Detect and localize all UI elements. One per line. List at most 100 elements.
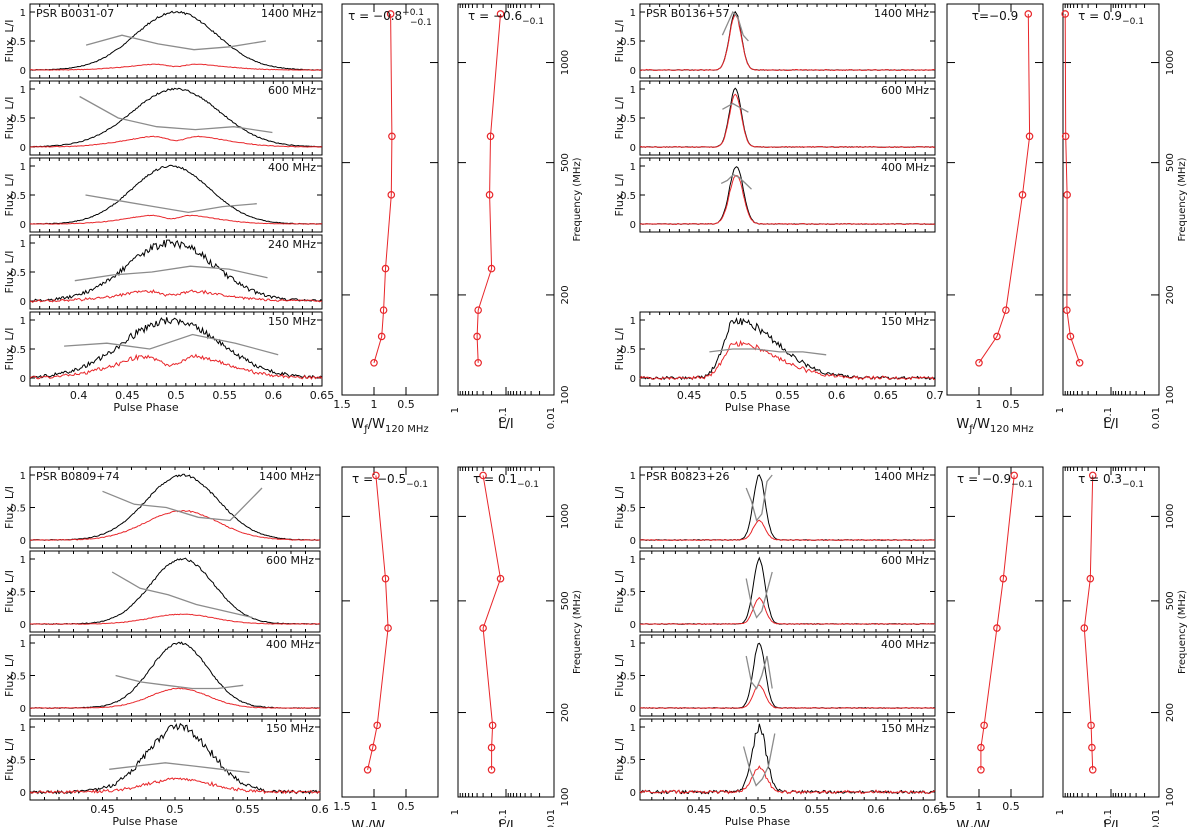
x-tick-label: 0.6 (311, 803, 329, 816)
x-tick-label: 0.5 (730, 389, 748, 402)
profile-panel: 0 0.5 1 Flux, L/I 400 MHz (3, 634, 321, 717)
y-tick-label: 1 (20, 723, 26, 734)
x-tick-label: 1.5 (333, 398, 351, 411)
x-tick-label: 0.01 (1151, 407, 1162, 429)
data-point (1063, 191, 1071, 199)
pa-curve (102, 487, 263, 522)
linear-polarization-line (639, 765, 936, 795)
x-tick-label: 0.1 (498, 407, 509, 423)
frequency-label: 600 MHz (881, 554, 929, 567)
panel-frame (457, 466, 555, 798)
x-tick-label: 0.1 (1103, 407, 1114, 423)
freq-tick-label: 500 (1165, 591, 1176, 610)
y-tick-label: 1 (630, 471, 636, 482)
x-axis-label: Wƒ/W120 MHz (956, 417, 1033, 435)
pa-curve (109, 762, 250, 774)
x-tick-label: 1 (976, 800, 983, 813)
y-axis-label: Flux, L/I (3, 486, 16, 529)
freq-tick-label: 1000 (560, 504, 571, 529)
frequency-label: 600 MHz (881, 84, 929, 97)
y-tick-label: 1 (20, 162, 26, 173)
x-tick-label: 0.55 (805, 803, 830, 816)
y-axis-label: Flux, L/I (3, 20, 16, 63)
data-point (980, 721, 988, 730)
profile-panel: 0 0.5 1 Flux, L/I 600 MHz (613, 550, 936, 633)
data-point (377, 332, 386, 341)
data-point (485, 191, 494, 199)
y-tick-label: 0.5 (620, 37, 636, 48)
total-intensity-line (29, 10, 323, 71)
y-tick-label: 0.5 (10, 588, 26, 599)
trend-line (1083, 475, 1094, 770)
tau-label: τ = −0.8+0.1 −0.1 (348, 8, 432, 28)
linear-polarization-line (29, 687, 320, 709)
y-tick-label: 1 (630, 555, 636, 566)
frequency-label: 150 MHz (881, 722, 929, 735)
profile-panel: 0 0.5 1 Flux, L/I 400 MHz (3, 157, 323, 233)
y-axis-label: Flux, L/I (3, 654, 16, 697)
x-tick-label: 1 (1055, 809, 1066, 815)
data-point (977, 743, 985, 752)
profile-panel: 0 0.5 1 Flux, L/I 240 MHz (3, 234, 323, 310)
freq-tick-label: 100 (560, 787, 571, 806)
pa-curve (709, 348, 827, 356)
profile-panel: 0 0.5 1 Flux, L/I 400 MHz (613, 634, 936, 717)
pa-curve (85, 194, 257, 214)
frequency-label: 600 MHz (266, 554, 314, 567)
y-tick-label: 1 (20, 8, 26, 19)
y-axis-label: Flux, L/I (613, 174, 626, 217)
x-tick-label: 0.45 (687, 803, 712, 816)
total-intensity-line (29, 641, 321, 709)
x-axis-label: Pulse Phase (725, 401, 791, 414)
data-point (384, 624, 392, 632)
x-tick-label: 0.4 (70, 389, 88, 402)
x-tick-label: 1.5 (938, 800, 956, 813)
linear-polarization-line (29, 63, 323, 71)
profile-panel: 0 0.5 1 Flux, L/I 400 MHz (613, 157, 936, 233)
x-tick-label: 0.45 (115, 389, 140, 402)
x-axis-label: Wƒ/W120 MHz (351, 819, 428, 827)
x-tick-label: 1 (371, 800, 378, 813)
x-tick-label: 0.6 (867, 803, 885, 816)
data-point (487, 766, 496, 774)
x-tick-label: 0.55 (775, 389, 800, 402)
total-intensity-line (639, 642, 936, 709)
y-axis-label: Flux, L/I (613, 20, 626, 63)
y-tick-label: 0.5 (620, 588, 636, 599)
linear-polarization-line (29, 289, 323, 303)
x-tick-label: 0.55 (235, 803, 260, 816)
y-axis-label: Flux, L/I (613, 486, 626, 529)
data-point (474, 306, 482, 314)
x-tick-label: 0.6 (265, 389, 283, 402)
pulsar-name: PSR B0031-07 (36, 7, 114, 20)
pa-curve (745, 571, 773, 619)
y-tick-label: 0.5 (10, 345, 26, 356)
pa-curve (79, 95, 273, 134)
linear-polarization-line (639, 93, 936, 149)
x-axis-label: Pulse Phase (725, 815, 791, 827)
y-axis-label: Flux, L/I (613, 654, 626, 697)
frequency-label: 400 MHz (881, 638, 929, 651)
panel-frame (341, 466, 439, 798)
x-tick-label: 1 (1055, 407, 1066, 413)
y-tick-label: 0.5 (620, 756, 636, 767)
y-tick-label: 0 (20, 297, 26, 308)
pulsar-name: PSR B0823+26 (646, 470, 730, 483)
data-point (1066, 332, 1075, 341)
x-tick-label: 0.1 (1103, 809, 1114, 825)
data-point (977, 766, 985, 774)
freq-axis-label: Frequency (MHz) (572, 157, 583, 241)
x-tick-label: 0.5 (397, 398, 415, 411)
linear-polarization-line (29, 613, 321, 625)
y-tick-label: 0.5 (10, 37, 26, 48)
data-point (473, 332, 481, 341)
data-point (496, 574, 505, 583)
freq-axis-label: Frequency (MHz) (1177, 590, 1188, 674)
y-tick-label: 0 (630, 704, 636, 715)
tau-label: τ = 0.3−0.1 (1078, 472, 1144, 490)
frequency-label: 1400 MHz (874, 7, 929, 20)
linear-polarization-line (640, 596, 936, 625)
data-point (487, 264, 496, 273)
x-tick-label: 0.45 (90, 803, 115, 816)
